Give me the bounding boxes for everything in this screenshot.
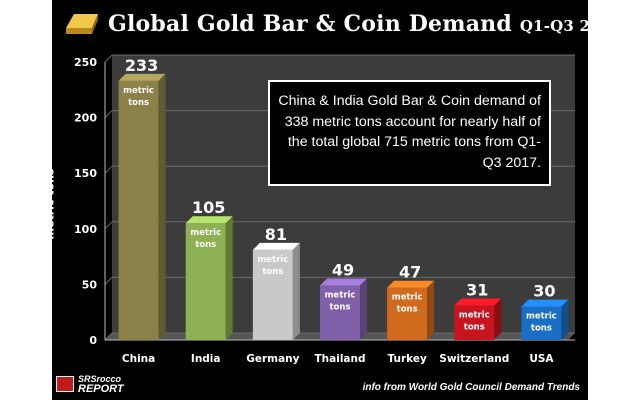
bar-unit-label: tons: [329, 303, 350, 313]
bar-unit-label: metric: [392, 293, 423, 303]
chart-title: Global Gold Bar & Coin Demand Q1-Q3 2017: [108, 11, 622, 37]
bar-unit-label: tons: [195, 240, 216, 250]
bar-front: [521, 306, 562, 340]
bar-front: [387, 287, 428, 340]
bar-front: [118, 80, 159, 341]
bar-switzerland: [454, 298, 502, 340]
bar-unit-label: metric: [526, 312, 557, 322]
bar-front: [252, 249, 293, 340]
bar-side: [158, 73, 166, 341]
data-label-india: 105: [192, 198, 225, 217]
chart-title-suffix: Q1-Q3 2017: [519, 17, 623, 35]
bar-side: [225, 216, 233, 340]
bar-top: [252, 242, 300, 250]
bar-side: [561, 299, 569, 340]
bar-side: [494, 298, 502, 340]
srsrocco-badge-icon: [56, 376, 74, 392]
bar-unit-label: metric: [190, 228, 221, 238]
srsrocco-logo: SRSrocco REPORT: [56, 374, 130, 396]
bar-unit-label: tons: [531, 324, 552, 334]
x-tick-label-turkey: Turkey: [387, 353, 426, 365]
bar-top: [118, 73, 166, 81]
data-label-china: 233: [125, 56, 158, 75]
bar-side: [292, 242, 300, 340]
bar-turkey: [387, 280, 435, 340]
bar-unit-label: metric: [123, 86, 154, 96]
bar-unit-label: tons: [262, 267, 283, 277]
gridline-depth: [104, 221, 113, 230]
bar-side: [360, 278, 367, 340]
bar-top: [521, 299, 569, 307]
y-tick-label: 100: [74, 223, 97, 236]
bar-side: [427, 280, 435, 340]
bar-usa: [521, 299, 569, 340]
bar-unit-label: tons: [128, 98, 149, 108]
bar-top: [320, 278, 367, 286]
bar-unit-label: tons: [464, 323, 485, 333]
y-tick-label: 250: [74, 56, 97, 69]
callout-box: China & India Gold Bar & Coin demand of …: [268, 80, 551, 186]
bar-china: [118, 73, 166, 341]
data-label-thailand: 49: [332, 261, 354, 280]
gold-bar-icon: [66, 14, 98, 34]
bar-front: [185, 223, 226, 340]
gridline-depth: [104, 110, 113, 118]
y-axis-label: metric tons: [43, 168, 57, 240]
y-tick-label: 200: [74, 112, 97, 125]
bar-germany: [252, 242, 300, 340]
x-tick-label-thailand: Thailand: [315, 353, 366, 365]
data-label-turkey: 47: [399, 263, 421, 282]
x-tick-label-germany: Germany: [246, 353, 299, 365]
y-tick-label: 50: [82, 278, 98, 291]
x-tick-label-switzerland: Switzerland: [439, 353, 509, 365]
bar-unit-label: metric: [459, 311, 490, 321]
gridline-depth: [104, 332, 113, 341]
bar-thailand: [320, 278, 367, 340]
x-tick-label-china: China: [122, 353, 155, 365]
bar-front: [320, 285, 360, 340]
bar-top: [387, 280, 435, 288]
logo-line-2: REPORT: [78, 383, 124, 395]
bar-top: [185, 216, 233, 224]
gridline-depth: [104, 54, 113, 63]
bar-india: [185, 216, 233, 340]
y-tick-label: 150: [74, 167, 97, 180]
gridline-depth: [104, 277, 113, 285]
data-label-usa: 30: [533, 282, 555, 301]
x-tick-label-india: India: [191, 353, 221, 365]
data-label-germany: 81: [265, 225, 287, 244]
x-tick-label-usa: USA: [529, 353, 554, 365]
data-label-switzerland: 31: [466, 281, 488, 300]
gridline-depth: [104, 165, 113, 174]
bar-unit-label: metric: [325, 291, 356, 301]
logo-line-1: SRSrocco: [78, 374, 122, 384]
bar-unit-label: metric: [257, 255, 288, 265]
bar-front: [454, 305, 495, 340]
bar-top: [454, 298, 502, 306]
source-note: info from World Gold Council Demand Tren…: [362, 382, 580, 393]
y-tick-label: 0: [89, 334, 97, 347]
bar-unit-label: tons: [397, 305, 418, 315]
chart-title-main: Global Gold Bar & Coin Demand: [108, 11, 512, 37]
